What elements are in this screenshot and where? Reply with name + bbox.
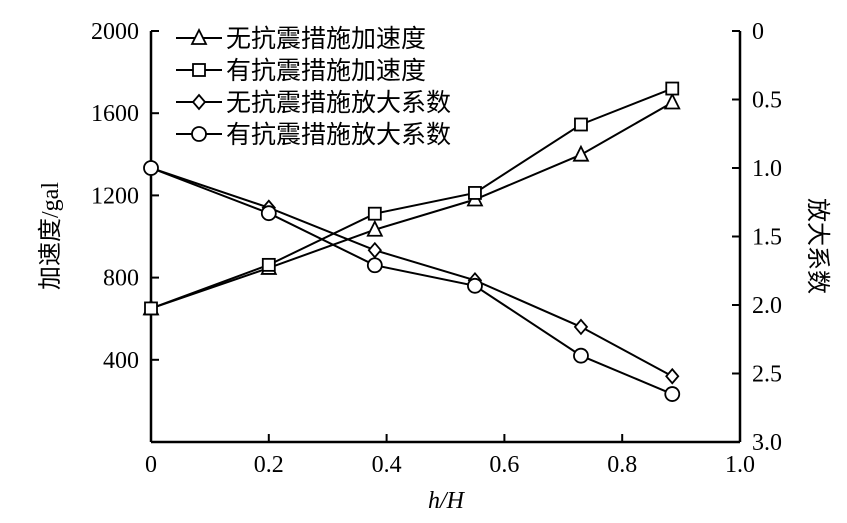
y-tick-label: 1600 (91, 101, 139, 127)
series-square (144, 81, 680, 316)
x-tick-label: 0.2 (254, 452, 284, 478)
x-axis-label: h/H (428, 488, 466, 514)
circle-marker (467, 277, 483, 294)
triangle-marker (663, 92, 681, 110)
x-tick-label: 1.0 (725, 452, 755, 478)
square-marker (468, 186, 482, 200)
triangle-marker (190, 27, 208, 45)
y2-tick-label: 3.0 (752, 430, 782, 456)
square-marker (367, 206, 382, 221)
diamond-marker (191, 93, 207, 111)
square-marker (144, 301, 158, 316)
circle-marker (191, 126, 207, 142)
series (142, 81, 681, 402)
diamond-marker (573, 318, 589, 336)
circle-marker (366, 257, 383, 274)
triangle-marker (366, 219, 384, 237)
y2-tick-label: 2.5 (752, 362, 782, 388)
legend-label: 无抗震措施加速度 (226, 25, 426, 53)
y2-tick-label: 2.0 (752, 293, 782, 319)
legend-item: 无抗震措施放大系数 (176, 89, 451, 117)
legend-label: 有抗震措施放大系数 (226, 121, 451, 149)
triangle-marker (572, 144, 590, 162)
legend-label: 无抗震措施放大系数 (226, 89, 451, 117)
series-circle (143, 160, 681, 402)
y-tick-label: 2000 (91, 19, 139, 45)
legend-item: 无抗震措施加速度 (176, 25, 426, 53)
y-tick-label: 1200 (91, 183, 139, 209)
x-tick-label: 0.6 (489, 452, 519, 478)
y2-tick-label: 1.5 (752, 225, 782, 251)
square-marker (192, 63, 206, 77)
legend-item: 有抗震措施加速度 (176, 57, 426, 85)
square-marker (261, 257, 276, 272)
y2-tick-label: 0 (752, 19, 764, 45)
y2-tick-label: 1.0 (752, 156, 782, 182)
series-line (150, 101, 673, 310)
circle-marker (143, 160, 159, 176)
y-tick-label: 800 (103, 266, 139, 292)
x-tick-label: 0.4 (372, 452, 402, 478)
circle-marker (260, 205, 277, 222)
diamond-marker (665, 367, 680, 385)
legend-label: 有抗震措施加速度 (226, 57, 426, 85)
square-marker (574, 117, 588, 132)
x-tick-label: 0.8 (607, 452, 637, 478)
y-tick-label: 400 (103, 348, 139, 374)
circle-marker (664, 386, 681, 402)
series-line (150, 87, 673, 310)
square-marker (665, 81, 680, 96)
x-tick-label: 0 (145, 452, 157, 478)
series-line (150, 167, 673, 378)
series-line (150, 167, 673, 395)
y-axis-label: 加速度/gal (37, 182, 64, 290)
ticks: 0 0.2 0.4 0.6 0.8 1.0 400 800 1200 1600 2000 0 0.5 1.… (91, 19, 782, 478)
diamond-marker (367, 241, 383, 259)
y2-tick-label: 0.5 (752, 88, 782, 114)
circle-marker (573, 347, 589, 364)
y2-axis-label: 放大系数 (804, 198, 831, 294)
legend-item: 有抗震措施放大系数 (176, 121, 451, 149)
